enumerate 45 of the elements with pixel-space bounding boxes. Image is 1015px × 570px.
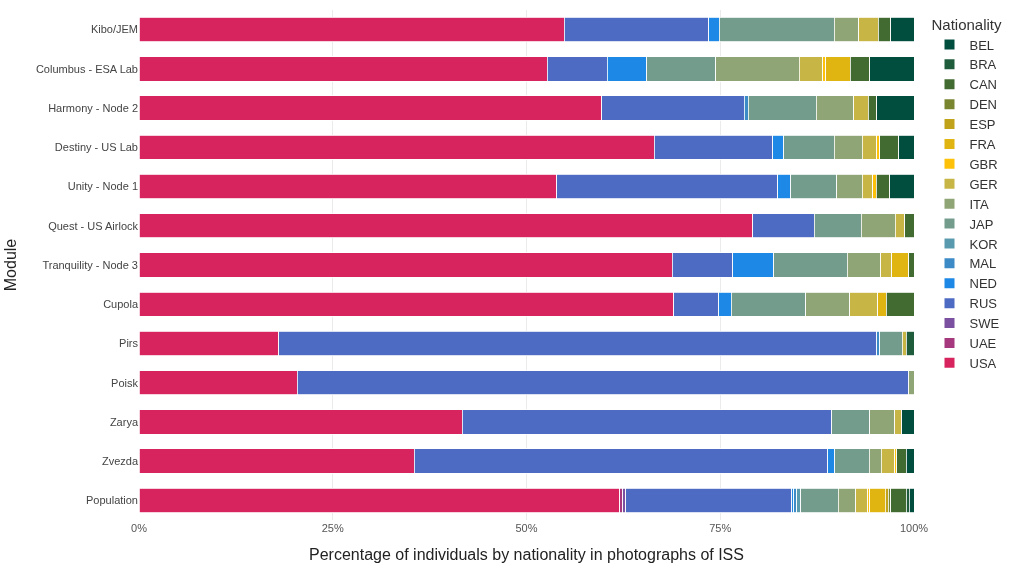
- y-tick-label: Zarya: [109, 415, 139, 428]
- legend-label: NED: [969, 276, 997, 292]
- x-tick-label: 75%: [709, 522, 732, 534]
- x-tick-label: 100%: [899, 522, 929, 534]
- bar: [908, 487, 914, 513]
- legend-label: DEN: [969, 97, 997, 113]
- legend-title: Nationality: [931, 15, 1003, 33]
- legend-label: JAP: [969, 216, 994, 232]
- y-tick-label: Pirs: [119, 337, 139, 350]
- bar: [905, 330, 914, 357]
- y-tick-label: Kibo/JEM: [90, 23, 138, 36]
- x-axis-title: Percentage of individuals by nationality in photographs of ISS: [309, 545, 744, 563]
- legend-label: BRA: [969, 57, 997, 73]
- legend-label: FRA: [969, 137, 996, 153]
- y-tick-label: Harmony - Node 2: [48, 101, 138, 114]
- legend-label: SWE: [969, 316, 1000, 332]
- y-tick-label: Cupola: [103, 298, 139, 311]
- y-tick-label: Columbus - ESA Lab: [35, 62, 138, 75]
- legend-label: GBR: [969, 156, 998, 172]
- bar: [625, 487, 792, 513]
- legend-label: ESP: [969, 117, 996, 133]
- y-tick-label: Unity - Node 1: [67, 180, 138, 193]
- y-tick-label: Population: [86, 494, 138, 507]
- legend-label: USA: [969, 355, 997, 371]
- legend-label: ITA: [969, 196, 990, 212]
- y-tick-label: Tranquility - Node 3: [42, 258, 138, 271]
- legend-label: RUS: [969, 296, 998, 312]
- y-axis-title: Module: [1, 238, 19, 292]
- legend-label: UAE: [969, 336, 997, 352]
- y-tick-label: Poisk: [111, 376, 139, 389]
- legend-label: BEL: [969, 37, 995, 53]
- y-tick-label: Destiny - US Lab: [54, 141, 138, 154]
- y-tick-label: Zvezda: [101, 455, 139, 467]
- bar: [879, 330, 903, 357]
- y-tick-label: Quest - US Airlock: [48, 219, 139, 232]
- legend-label: CAN: [969, 77, 997, 93]
- bar: [869, 487, 886, 513]
- legend-label: GER: [969, 176, 998, 192]
- x-tick-label: 0%: [131, 522, 148, 534]
- legend-label: KOR: [969, 236, 998, 252]
- bar: [890, 487, 907, 513]
- x-tick-label: 50%: [515, 522, 538, 534]
- bar: [139, 487, 620, 513]
- x-tick-label: 25%: [321, 522, 344, 534]
- legend-label: MAL: [969, 256, 997, 272]
